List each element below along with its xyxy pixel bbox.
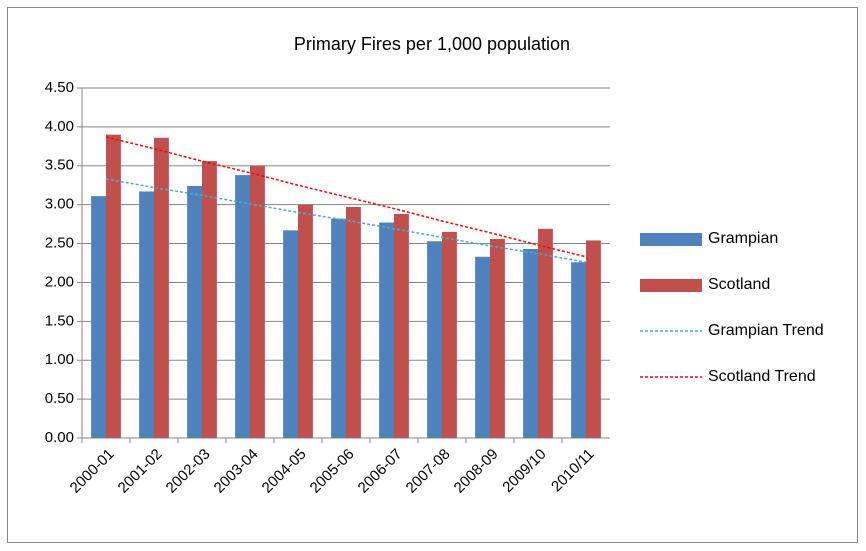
legend-label: Scotland Trend bbox=[708, 368, 816, 385]
bar bbox=[154, 137, 169, 438]
legend-label: Grampian bbox=[708, 230, 778, 247]
bar bbox=[394, 214, 409, 438]
bar bbox=[139, 191, 154, 438]
bar bbox=[571, 262, 586, 438]
legend-swatch bbox=[640, 279, 702, 292]
y-tick-label: 0.00 bbox=[45, 429, 74, 446]
bar bbox=[91, 196, 106, 438]
trend-line bbox=[105, 178, 587, 263]
bar bbox=[490, 238, 505, 438]
bar bbox=[202, 161, 217, 438]
chart-title: Primary Fires per 1,000 population bbox=[294, 34, 570, 54]
y-tick-label: 2.50 bbox=[45, 235, 74, 252]
bar bbox=[538, 228, 553, 438]
y-tick-label: 0.50 bbox=[45, 390, 74, 407]
legend-swatch bbox=[640, 233, 702, 246]
bar bbox=[475, 256, 490, 438]
trend-line bbox=[105, 136, 587, 258]
bar bbox=[586, 240, 601, 438]
bar bbox=[250, 165, 265, 438]
bar bbox=[427, 241, 442, 438]
y-tick-label: 3.50 bbox=[45, 157, 74, 174]
y-tick-label: 2.00 bbox=[45, 273, 74, 290]
y-tick-label: 3.00 bbox=[45, 196, 74, 213]
legend-label: Scotland bbox=[708, 276, 770, 293]
y-tick-label: 1.50 bbox=[45, 312, 74, 329]
bar bbox=[442, 231, 457, 438]
bar bbox=[235, 175, 250, 438]
y-tick-label: 4.00 bbox=[45, 118, 74, 135]
legend-label: Grampian Trend bbox=[708, 322, 824, 339]
bar bbox=[283, 230, 298, 438]
y-tick-label: 4.50 bbox=[45, 79, 74, 96]
bar bbox=[523, 249, 538, 438]
bar bbox=[298, 204, 313, 438]
bar bbox=[331, 218, 346, 438]
bar bbox=[106, 134, 121, 438]
bar bbox=[187, 186, 202, 438]
bar bbox=[346, 207, 361, 438]
y-tick-label: 1.00 bbox=[45, 351, 74, 368]
bar bbox=[379, 222, 394, 438]
